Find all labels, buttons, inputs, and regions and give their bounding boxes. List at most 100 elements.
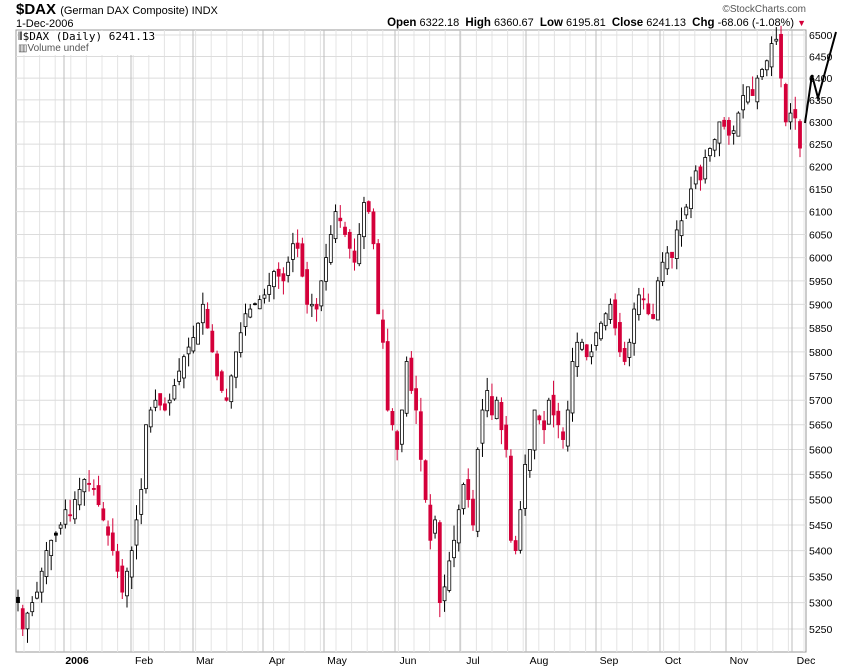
candle-body [608,303,613,320]
y-tick-label: 5800 [809,347,833,359]
candle-body [542,420,546,431]
candle-body [437,522,442,603]
candle-body [418,411,423,460]
x-tick-label: Feb [135,655,153,667]
candle-body [646,303,651,315]
candle-body [693,170,698,185]
candle-body [257,299,262,310]
candle-body [300,243,305,277]
candle-body [25,612,30,630]
candle-body [267,285,272,295]
candle-body [357,234,362,265]
candle-body [670,251,674,258]
candle-body [243,313,248,328]
candle-body [508,455,513,541]
candle-body [309,303,314,307]
candle-body [513,540,518,552]
y-tick-label: 5350 [809,571,833,583]
x-tick-label: May [327,655,348,667]
candle-body [523,464,528,509]
candle-body [399,409,404,445]
chart-date: 1-Dec-2006 [16,18,74,30]
candle-body [741,95,746,111]
candle-body [115,551,120,572]
candle-body [125,570,129,597]
candle-body [485,390,490,412]
legend-volume: Volume undef [27,43,89,54]
candle-body [177,370,182,382]
candle-body [82,479,87,493]
candle-body [68,514,73,517]
candle-body [352,250,357,263]
candle-body [324,257,328,282]
candle-body [63,509,68,525]
y-tick-label: 6000 [809,253,833,265]
candle-body [20,608,25,630]
y-tick-label: 5900 [809,299,833,311]
candle-body [200,303,205,324]
candle-body [390,411,395,426]
candle-body [144,424,148,490]
x-tick-label: Nov [730,655,749,667]
candle-body [504,424,509,450]
candle-body [181,356,186,379]
candle-body [286,261,291,276]
candle-body [333,211,338,240]
y-tick-label: 6200 [809,161,833,173]
candle-body [698,166,703,181]
candle-body [381,319,385,343]
candle-body [196,322,200,345]
candle-body [110,532,115,552]
candle-body [238,332,243,353]
candle-body [575,341,580,368]
y-tick-label: 5400 [809,546,833,558]
candle-body [622,348,627,362]
y-tick-label: 5300 [809,598,833,610]
candle-body [589,351,594,358]
plot-area [15,29,807,653]
candle-body [774,38,779,42]
candle-body [618,322,622,353]
candle-body [570,361,575,414]
candle-body [447,560,452,591]
candle-body [494,399,499,420]
candle-body [39,570,44,593]
candle-body [665,252,670,270]
candle-body [798,121,802,149]
candle-body [456,509,461,544]
candle-body [215,353,219,377]
candle-body [305,269,310,305]
candle-body [210,330,215,353]
candle-body [290,243,295,260]
candle-body [599,322,603,340]
x-tick-label: Dec [797,655,816,667]
candle-body [755,77,760,103]
y-tick-label: 6150 [809,184,833,196]
candle-body [35,591,39,599]
y-tick-label: 6350 [809,95,833,107]
candle-body [475,449,480,532]
y-tick-label: 6100 [809,207,833,219]
candle-body [689,188,693,210]
candle-body [452,539,456,559]
y-tick-label: 5850 [809,323,833,335]
y-tick-label: 6050 [809,230,833,242]
symbol-title: $DAX (German DAX Composite) INDX [16,1,218,18]
y-tick-label: 5450 [809,520,833,532]
candle-body [793,109,798,119]
x-tick-label: Mar [196,655,215,667]
candle-body [395,431,400,450]
copyright: ©StockCharts.com [722,4,806,15]
x-tick-label: Aug [530,655,549,667]
candle-body [338,217,343,222]
chart-legend: ⫴$DAX (Daily) 6241.13 ▥Volume undef [18,31,156,55]
candle-body [347,231,352,249]
candle-body [186,346,191,355]
y-tick-label: 6450 [809,51,833,63]
x-tick-label: Sep [600,655,619,667]
candle-body [91,488,96,490]
candle-body [414,388,419,411]
candle-body [480,409,485,444]
candle-body [134,519,139,546]
